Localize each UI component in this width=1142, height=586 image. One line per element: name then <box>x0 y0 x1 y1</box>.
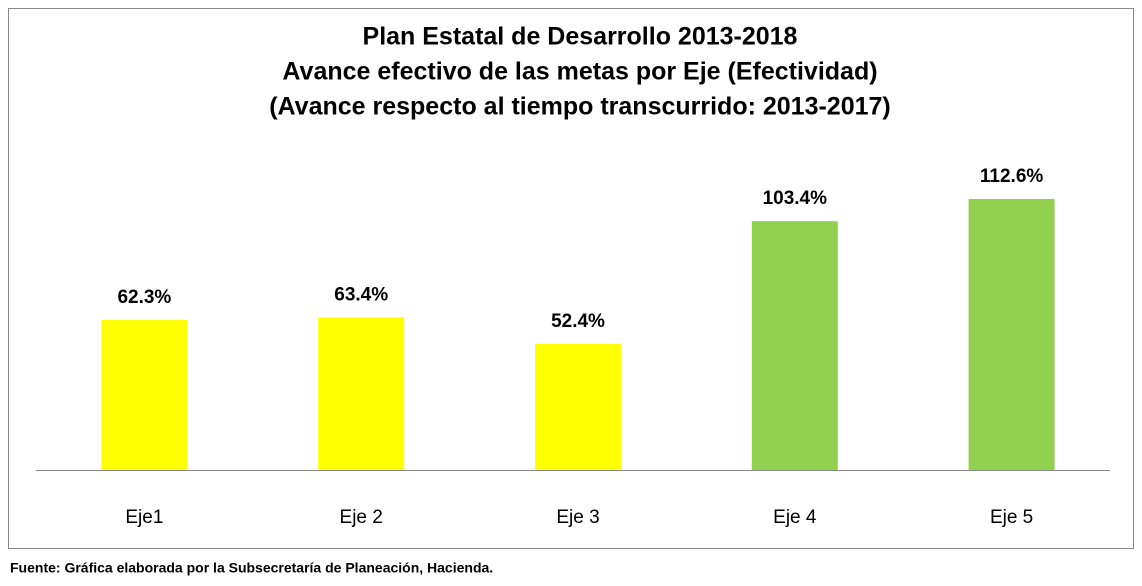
x-tick-label: Eje 5 <box>990 507 1033 528</box>
x-tick-label: Eje1 <box>125 507 163 528</box>
bar <box>751 221 838 470</box>
value-label: 52.4% <box>551 311 605 332</box>
bar <box>101 320 188 470</box>
chart-title: (Avance respecto al tiempo transcurrido:… <box>269 93 891 121</box>
x-tick-label: Eje 3 <box>556 507 599 528</box>
bar <box>318 317 405 470</box>
value-label: 112.6% <box>980 166 1043 187</box>
bar <box>535 343 621 470</box>
value-label: 63.4% <box>334 284 388 305</box>
value-label: 103.4% <box>763 188 828 209</box>
x-tick-label: Eje 2 <box>340 507 383 528</box>
chart-title: Avance efectivo de las metas por Eje (Ef… <box>282 58 877 86</box>
value-label: 62.3% <box>117 287 171 308</box>
x-tick-label: Eje 4 <box>773 507 817 528</box>
chart-title: Plan Estatal de Desarrollo 2013-2018 <box>363 23 798 51</box>
bar <box>968 199 1055 470</box>
source-note: Fuente: Gráfica elaborada por la Subsecr… <box>10 560 493 576</box>
